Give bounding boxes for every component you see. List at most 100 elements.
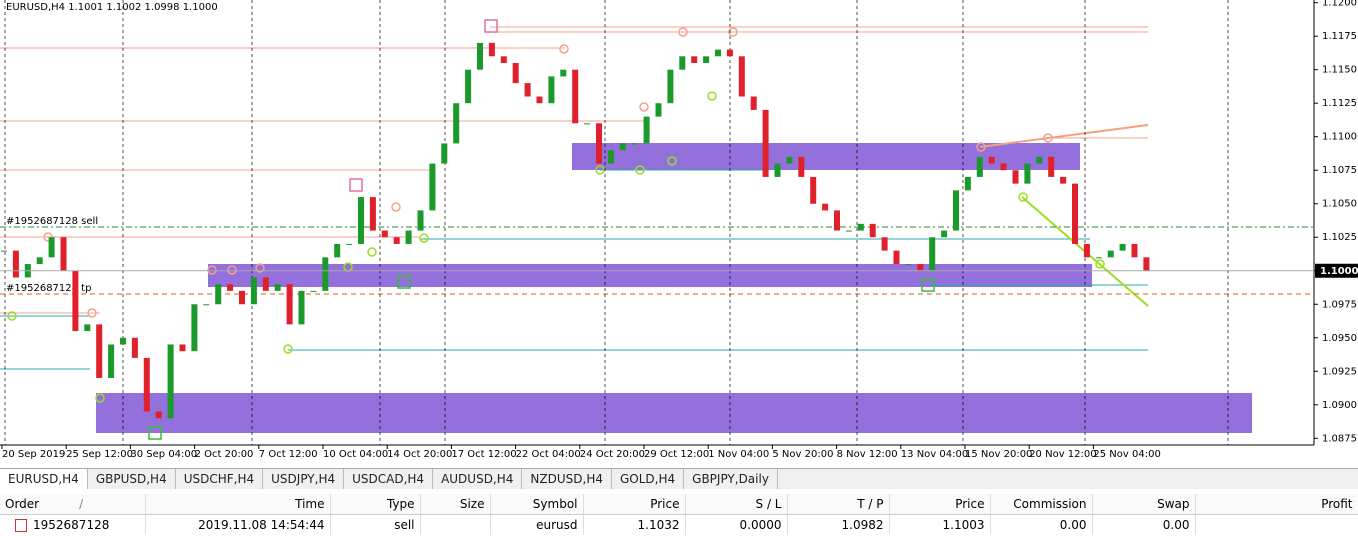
chart-tab[interactable]: GBPJPY,Daily — [684, 469, 778, 489]
candle — [584, 123, 591, 125]
chart-tab[interactable]: AUDUSD,H4 — [433, 469, 523, 489]
candle — [953, 190, 959, 231]
column-title: Time — [295, 497, 325, 511]
candle — [191, 304, 198, 352]
chart-tab[interactable]: USDCAD,H4 — [344, 469, 434, 489]
tab-bar: EURUSD,H4 GBPUSD,H4 USDCHF,H4 USDJPY,H4 USDC… — [0, 468, 1358, 489]
x-tick-label: 25 Sep 12:00 — [66, 449, 133, 460]
cell-text: eurusd — [536, 518, 578, 532]
symbol-header: EURUSD,H4 1.1001 1.1002 1.0998 1.1000 — [6, 2, 218, 13]
column-header: Type — [330, 494, 421, 515]
column-header: Swap — [1092, 494, 1196, 515]
table-cell: 1.1003 — [889, 514, 991, 535]
candle — [881, 237, 888, 251]
column-header: Order / — [0, 494, 146, 515]
column-title: T / P — [857, 497, 884, 511]
candle — [560, 69, 567, 77]
candle — [143, 357, 150, 412]
candle — [239, 290, 245, 305]
candle — [893, 250, 900, 265]
candle — [524, 83, 531, 97]
chart-tab[interactable]: NZDUSD,H4 — [522, 469, 612, 489]
y-tick-label: 1.1200 — [1322, 0, 1357, 9]
candle — [417, 210, 424, 231]
candle — [215, 284, 222, 305]
candle — [786, 156, 793, 164]
candle — [358, 197, 364, 244]
candle — [798, 156, 805, 177]
column-title: Size — [459, 497, 485, 511]
x-tick-label: 5 Nov 20:00 — [772, 449, 833, 460]
x-tick-label: 7 Oct 12:00 — [259, 449, 318, 460]
cell-text: 0.00 — [1162, 518, 1190, 532]
candle — [834, 210, 840, 231]
candle — [917, 264, 924, 271]
candle — [703, 56, 710, 63]
chart-tab[interactable]: USDJPY,H4 — [263, 469, 345, 489]
column-header: Price — [583, 494, 686, 515]
column-title: S / L — [755, 497, 782, 511]
candle — [179, 344, 186, 352]
chart-tab[interactable]: GOLD,H4 — [612, 469, 685, 489]
resistance-lines — [0, 26, 1148, 314]
candle — [131, 337, 138, 358]
chart-tab[interactable]: USDCHF,H4 — [176, 469, 264, 489]
candle — [167, 344, 174, 419]
candle — [72, 270, 79, 332]
cell-text: 1.0982 — [841, 518, 884, 532]
candle — [155, 411, 162, 419]
chart-tab[interactable]: GBPUSD,H4 — [88, 469, 176, 489]
y-tick-label: 1.1150 — [1322, 65, 1357, 76]
current-price-label: 1.1000 — [1320, 266, 1358, 277]
column-title: Symbol — [532, 497, 578, 511]
candle — [1072, 183, 1078, 244]
x-tick-label: 20 Nov 12:00 — [1029, 449, 1096, 460]
table-header: Order / Time Type Size Symbol Price S / L T / P P… — [0, 494, 1358, 515]
column-title: Commission — [1013, 497, 1087, 511]
chart-tab[interactable]: EURUSD,H4 — [0, 469, 88, 489]
table-cell: 2019.11.08 14:54:44 — [145, 514, 331, 535]
table-cell: 0.0000 — [685, 514, 788, 535]
cell-text: 0.0000 — [739, 518, 782, 532]
candle — [715, 49, 721, 57]
candle — [810, 176, 817, 204]
x-tick-label: 20 Sep 2019 — [2, 449, 65, 460]
candle — [750, 96, 757, 110]
y-tick-label: 1.1075 — [1322, 165, 1357, 176]
chart: #1952687128 sell #1952687128 tp EURUSD,H… — [0, 0, 1358, 460]
table-cell: 1.0982 — [787, 514, 890, 535]
order-label: #1952687128 sell — [6, 216, 98, 227]
y-tick-label: 1.0925 — [1322, 366, 1357, 377]
candle — [1000, 163, 1007, 171]
candle — [1036, 156, 1043, 164]
table-cell: 1952687128 — [0, 514, 146, 535]
candle — [322, 257, 329, 291]
candle — [691, 56, 698, 63]
x-tick-label: 10 Oct 04:00 — [323, 449, 388, 460]
cell-text: 0.00 — [1059, 518, 1087, 532]
y-tick-label: 1.1025 — [1322, 232, 1357, 243]
candle — [822, 203, 829, 211]
candle — [1, 250, 7, 252]
y-tick-label: 1.1175 — [1322, 31, 1357, 42]
order-label: #1952687128 tp — [6, 283, 91, 294]
x-tick-label: 15 Nov 20:00 — [965, 449, 1032, 460]
x-tick-label: 8 Nov 12:00 — [837, 449, 898, 460]
column-header: S / L — [685, 494, 788, 515]
candle — [596, 123, 602, 164]
y-tick-label: 1.1050 — [1322, 199, 1357, 210]
x-tick-label: 14 Oct 20:00 — [387, 449, 452, 460]
candle — [1060, 176, 1067, 184]
candle — [441, 143, 448, 164]
column-header: Commission — [990, 494, 1093, 515]
candle — [60, 237, 67, 271]
column-title: Profit — [1321, 497, 1353, 511]
candle — [607, 150, 614, 164]
cell-text: 1.1032 — [637, 518, 680, 532]
column-title: Price — [650, 497, 680, 511]
table-row: 1952687128 2019.11.08 14:54:44 sell eurusd 1… — [0, 514, 1358, 535]
candle — [869, 223, 876, 238]
trend-line — [979, 124, 1149, 148]
table-cell: sell — [330, 514, 421, 535]
